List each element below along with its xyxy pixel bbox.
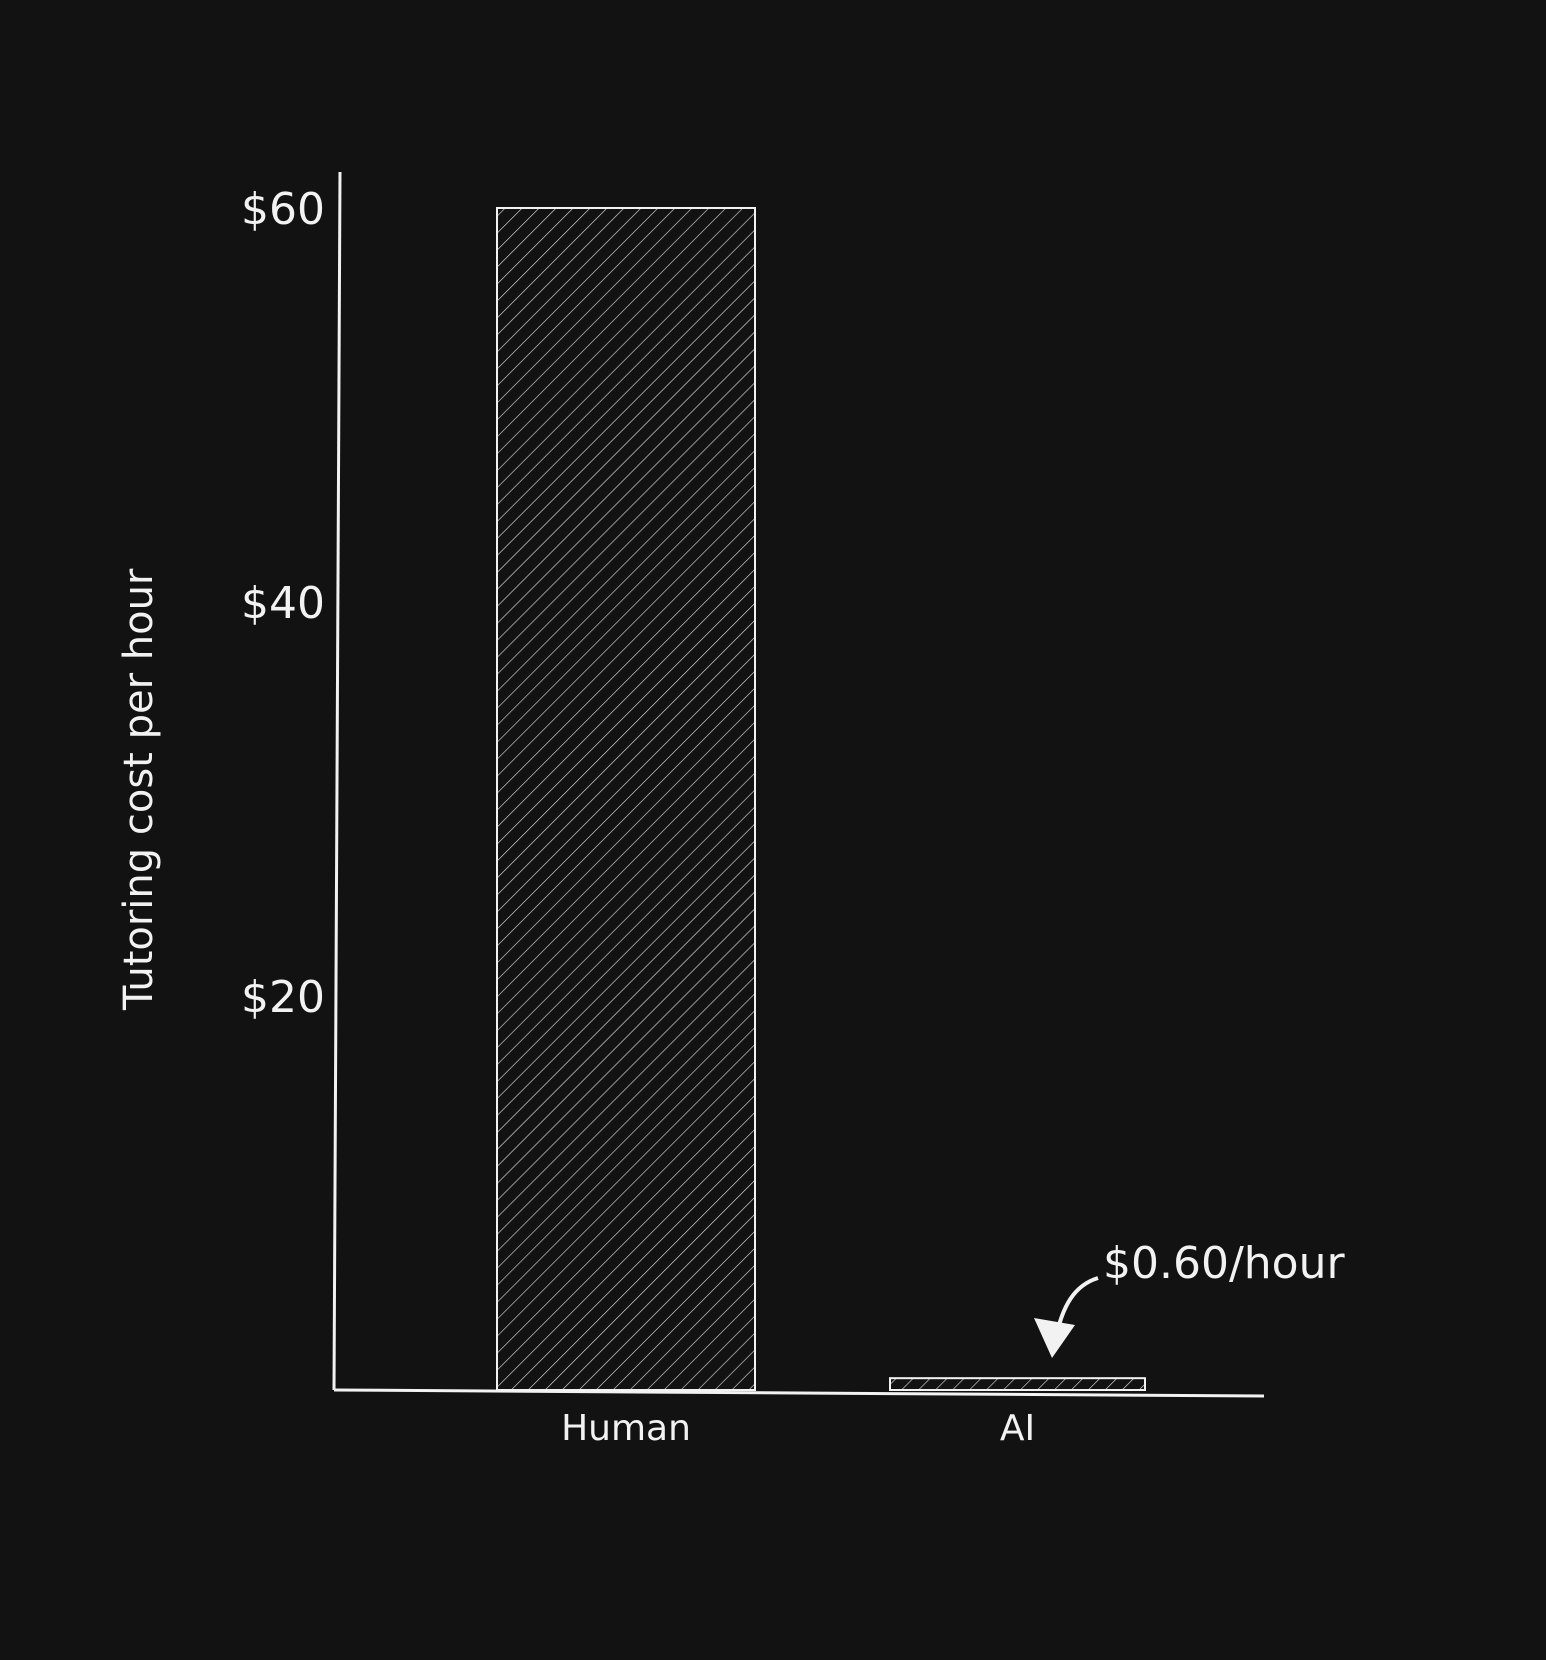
annotation-label: $0.60/hour — [1103, 1238, 1345, 1289]
y-tick-label: $40 — [241, 578, 325, 629]
y-tick-label: $60 — [241, 184, 325, 235]
bar-human — [496, 207, 756, 1391]
bar-ai — [889, 1377, 1146, 1392]
x-tick-label: AI — [1000, 1408, 1035, 1449]
y-tick-label: $20 — [241, 972, 325, 1023]
x-tick-label: Human — [561, 1408, 691, 1449]
y-axis — [332, 171, 342, 1391]
arrow-head-icon — [1034, 1318, 1075, 1358]
x-axis — [333, 1388, 1265, 1398]
y-axis-label: Tutoring cost per hour — [116, 568, 162, 1011]
